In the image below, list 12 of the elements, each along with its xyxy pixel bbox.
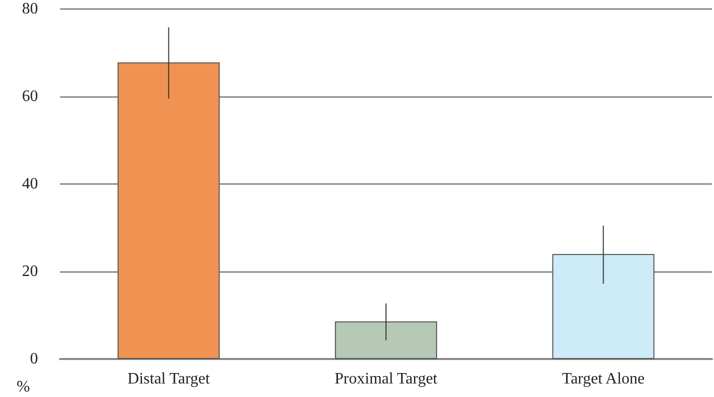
y-tick-label: 60 — [22, 88, 38, 105]
y-tick-label: 40 — [22, 176, 38, 192]
bar — [552, 254, 654, 359]
y-tick-label: 80 — [22, 0, 38, 18]
x-tick-label: Distal Target — [128, 370, 210, 388]
x-tick-label: Target Alone — [562, 370, 645, 388]
y-tick-label: 0 — [30, 350, 38, 368]
bar — [118, 62, 220, 359]
x-tick-label: Proximal Target — [334, 370, 438, 388]
y-tick-label: 20 — [22, 263, 38, 280]
bar — [334, 321, 438, 359]
y-axis-title: % — [16, 378, 30, 396]
